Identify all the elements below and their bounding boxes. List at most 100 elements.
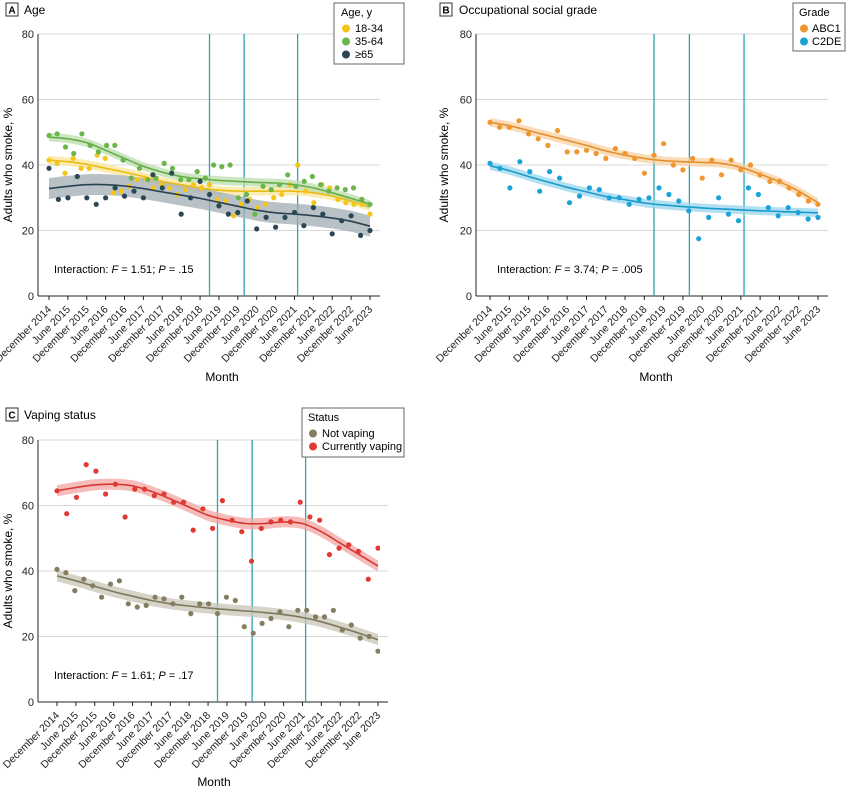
y-tick-label: 20 bbox=[22, 226, 34, 238]
data-point-35-64 bbox=[71, 150, 77, 157]
data-point-not-vaping bbox=[286, 624, 292, 630]
data-point-65 bbox=[103, 195, 109, 201]
data-point-currently-vaping bbox=[93, 468, 99, 474]
data-point-65 bbox=[112, 185, 118, 191]
x-axis-label: Month bbox=[639, 370, 672, 384]
ci-band-not-vaping bbox=[57, 570, 378, 646]
data-point-currently-vaping bbox=[64, 511, 70, 517]
data-point-18-34 bbox=[118, 188, 124, 194]
data-point-c2de bbox=[755, 191, 762, 198]
data-point-c2de bbox=[487, 160, 493, 166]
legend-marker-currently-vaping bbox=[309, 442, 317, 451]
data-point-not-vaping bbox=[277, 609, 283, 615]
data-point-35-64 bbox=[136, 165, 143, 171]
data-point-18-34 bbox=[271, 195, 277, 201]
data-point-18-34 bbox=[239, 201, 245, 207]
data-point-35-64 bbox=[104, 142, 110, 148]
data-point-18-34 bbox=[86, 165, 92, 171]
data-point-18-34 bbox=[166, 185, 172, 191]
trend-line-35-64 bbox=[48, 136, 371, 206]
data-point-35-64 bbox=[87, 142, 93, 148]
legend-label-18-34: 18-34 bbox=[355, 23, 383, 35]
data-point-abc1 bbox=[786, 185, 792, 191]
data-point-c2de bbox=[775, 213, 781, 219]
data-point-not-vaping bbox=[72, 588, 78, 594]
data-point-18-34 bbox=[263, 201, 269, 207]
data-point-35-64 bbox=[235, 195, 241, 201]
data-point-not-vaping bbox=[134, 604, 140, 610]
data-point-abc1 bbox=[767, 178, 773, 184]
data-point-35-64 bbox=[350, 185, 357, 191]
data-point-abc1 bbox=[747, 162, 754, 168]
data-point-c2de bbox=[696, 236, 702, 242]
legend-title: Grade bbox=[799, 7, 830, 19]
data-point-abc1 bbox=[796, 191, 802, 198]
data-point-currently-vaping bbox=[219, 498, 225, 504]
data-point-35-64 bbox=[260, 183, 266, 189]
data-point-abc1 bbox=[651, 152, 657, 158]
data-point-35-64 bbox=[318, 182, 324, 188]
data-point-18-34 bbox=[351, 201, 357, 207]
legend-label-not-vaping: Not vaping bbox=[322, 428, 375, 440]
data-point-not-vaping bbox=[206, 601, 212, 607]
data-point-18-34 bbox=[255, 205, 261, 211]
data-point-not-vaping bbox=[313, 614, 319, 620]
legend-marker-c2de bbox=[800, 37, 808, 46]
interaction-annotation: Interaction: F = 3.74; P = .005 bbox=[497, 264, 643, 276]
data-point-18-34 bbox=[367, 211, 373, 217]
data-point-not-vaping bbox=[268, 615, 274, 622]
data-point-abc1 bbox=[690, 155, 696, 161]
data-point-currently-vaping bbox=[239, 529, 245, 535]
data-point-65 bbox=[358, 232, 364, 238]
data-point-35-64 bbox=[178, 177, 184, 183]
data-point-65 bbox=[140, 195, 146, 201]
y-tick-label: 40 bbox=[22, 566, 34, 578]
data-point-not-vaping bbox=[143, 602, 149, 609]
y-tick-label: 0 bbox=[28, 697, 34, 709]
data-point-currently-vaping bbox=[258, 525, 264, 532]
data-point-35-64 bbox=[194, 169, 200, 175]
data-point-not-vaping bbox=[197, 601, 203, 607]
data-point-c2de bbox=[646, 195, 652, 201]
data-point-not-vaping bbox=[90, 583, 96, 589]
data-point-65 bbox=[131, 188, 137, 194]
data-point-c2de bbox=[616, 195, 622, 201]
data-point-abc1 bbox=[574, 149, 580, 155]
data-point-65 bbox=[150, 172, 156, 178]
y-tick-label: 60 bbox=[460, 95, 472, 107]
data-point-not-vaping bbox=[366, 633, 372, 640]
data-point-not-vaping bbox=[170, 601, 176, 607]
legend-label-currently-vaping: Currently vaping bbox=[322, 441, 402, 453]
panel-letter: C bbox=[8, 411, 15, 422]
data-point-c2de bbox=[547, 169, 553, 175]
data-point-abc1 bbox=[680, 167, 686, 173]
data-point-abc1 bbox=[506, 124, 512, 130]
data-point-35-64 bbox=[276, 182, 283, 188]
data-point-65 bbox=[254, 226, 260, 232]
data-point-currently-vaping bbox=[171, 499, 177, 505]
data-point-abc1 bbox=[815, 201, 821, 207]
data-point-35-64 bbox=[54, 131, 60, 137]
legend-label-c2de: C2DE bbox=[812, 36, 841, 48]
data-point-currently-vaping bbox=[190, 527, 196, 533]
data-point-currently-vaping bbox=[297, 499, 303, 505]
data-point-abc1 bbox=[709, 157, 715, 163]
data-point-c2de bbox=[517, 159, 523, 165]
data-point-35-64 bbox=[186, 177, 192, 183]
data-point-abc1 bbox=[670, 162, 676, 168]
y-tick-label: 80 bbox=[22, 29, 34, 41]
data-point-18-34 bbox=[231, 213, 237, 219]
data-point-65 bbox=[169, 170, 175, 176]
data-point-65 bbox=[206, 191, 213, 198]
legend-marker-35-64 bbox=[342, 37, 350, 46]
data-point-not-vaping bbox=[232, 597, 238, 604]
data-point-18-34 bbox=[335, 196, 341, 202]
data-point-not-vaping bbox=[357, 635, 363, 641]
data-point-currently-vaping bbox=[54, 488, 60, 494]
data-point-not-vaping bbox=[179, 594, 185, 600]
data-point-35-64 bbox=[128, 175, 134, 181]
legend: Age, y 18-34 35-64 ≥65 bbox=[333, 2, 405, 65]
data-point-35-64 bbox=[95, 149, 101, 155]
data-point-18-34 bbox=[214, 196, 221, 202]
